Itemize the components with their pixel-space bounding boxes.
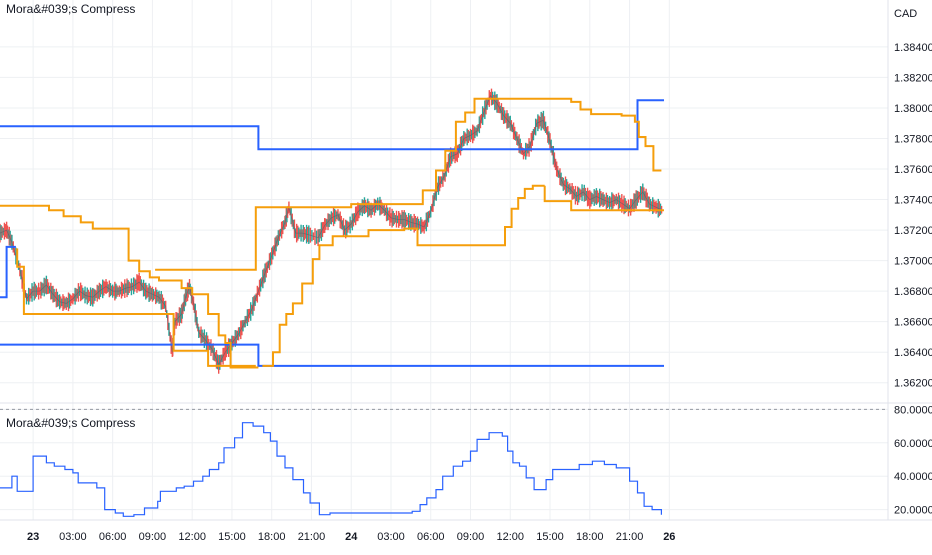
y-tick-label: 1.36600 bbox=[894, 317, 932, 329]
price-line bbox=[0, 94, 663, 366]
x-tick-label: 21:00 bbox=[616, 531, 644, 543]
series-blue-left bbox=[0, 245, 16, 299]
indicator-title: Mora&#039;s Compress bbox=[6, 416, 136, 430]
currency-label: CAD bbox=[894, 8, 918, 20]
x-tick-label: 26 bbox=[663, 531, 675, 543]
series-orange-mid bbox=[16, 248, 256, 367]
y-tick-label: 1.37600 bbox=[894, 164, 932, 176]
main-chart-title: Mora&#039;s Compress bbox=[6, 2, 136, 16]
y-tick-label: 1.37400 bbox=[894, 195, 932, 207]
x-tick-label: 12:00 bbox=[178, 531, 206, 543]
series-blue-upper bbox=[0, 99, 664, 151]
y-tick-label: 1.36800 bbox=[894, 286, 932, 298]
x-tick-label: 03:00 bbox=[377, 531, 405, 543]
y-tick-label: 1.37800 bbox=[894, 133, 932, 145]
x-tick-label: 21:00 bbox=[298, 531, 326, 543]
x-tick-label: 24 bbox=[345, 531, 358, 543]
sub-y-tick-label: 80.00000 bbox=[894, 404, 932, 416]
x-tick-label: 03:00 bbox=[59, 531, 87, 543]
x-tick-label: 18:00 bbox=[258, 531, 286, 543]
x-tick-label: 06:00 bbox=[99, 531, 127, 543]
y-tick-label: 1.36400 bbox=[894, 347, 932, 359]
x-tick-label: 23 bbox=[27, 531, 39, 543]
x-tick-label: 06:00 bbox=[417, 531, 445, 543]
series-orange-right bbox=[543, 185, 664, 212]
x-tick-label: 15:00 bbox=[218, 531, 246, 543]
series-orange-rising bbox=[262, 184, 545, 367]
series-blue-lower bbox=[0, 343, 664, 367]
y-tick-label: 1.37000 bbox=[894, 256, 932, 268]
indicator-line bbox=[0, 422, 662, 517]
x-tick-label: 09:00 bbox=[457, 531, 485, 543]
x-tick-label: 09:00 bbox=[139, 531, 167, 543]
x-tick-label: 18:00 bbox=[576, 531, 604, 543]
x-tick-label: 15:00 bbox=[536, 531, 564, 543]
y-tick-label: 1.38000 bbox=[894, 103, 932, 115]
y-tick-label: 1.36200 bbox=[894, 378, 932, 390]
series-orange-top bbox=[155, 97, 662, 271]
x-tick-label: 12:00 bbox=[497, 531, 525, 543]
sub-y-tick-label: 60.00000 bbox=[894, 438, 932, 450]
y-tick-label: 1.38400 bbox=[894, 42, 932, 54]
sub-y-tick-label: 40.00000 bbox=[894, 471, 932, 483]
y-tick-label: 1.37200 bbox=[894, 225, 932, 237]
sub-y-tick-label: 20.00000 bbox=[894, 505, 932, 517]
y-tick-label: 1.38200 bbox=[894, 72, 932, 84]
series-orange-upper bbox=[0, 204, 259, 369]
